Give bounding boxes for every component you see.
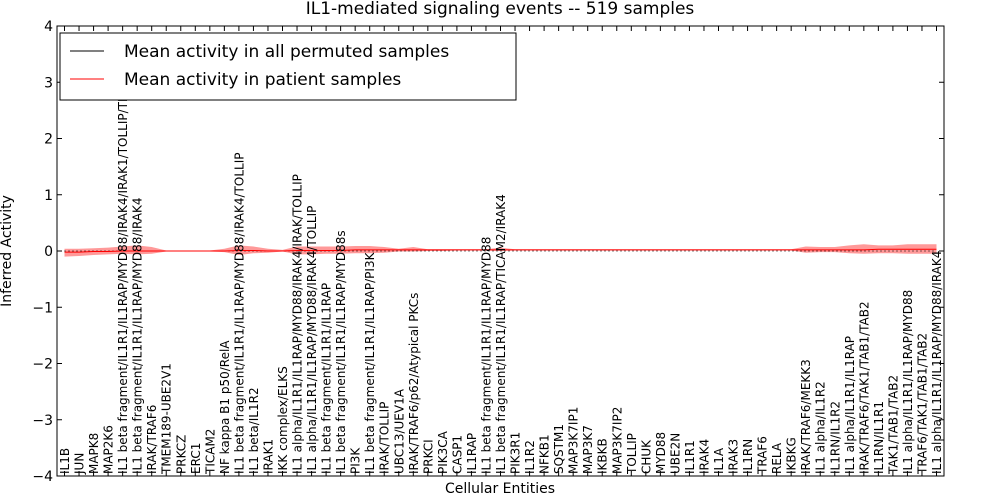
x-axis-label: Cellular Entities	[445, 481, 555, 497]
x-tick-label: CHUK	[639, 439, 653, 474]
x-tick-label: IL1 beta fragment/IL1R1/IL1RAP/TICAM2/IR…	[494, 194, 508, 474]
y-tick-label: 3	[44, 75, 53, 91]
confidence-band-patient	[64, 244, 937, 257]
x-tick-label: NF kappa B1 p50/RelA	[218, 340, 232, 474]
x-tick-label: IKK complex/ELKS	[276, 366, 290, 474]
x-tick-label: IRAK/TRAF6/p62/Atypical PKCs	[407, 293, 421, 474]
x-tick-label: PRKCZ	[174, 435, 188, 474]
x-tick-label: IL1 beta fragment/IL1R1/IL1RAP/MYD88/IRA…	[232, 153, 246, 474]
x-tick-label: IRAK4	[697, 439, 711, 474]
x-tick-label: IRAK/TOLLIP	[378, 402, 392, 474]
x-tick-label: PI3K	[349, 447, 363, 474]
x-tick-label: TICAM2	[203, 429, 217, 475]
x-tick-label: IL1RN	[741, 439, 755, 474]
x-tick-label: MYD88	[654, 432, 668, 474]
x-tick-label: MAPK8	[87, 433, 101, 474]
x-tick-label: UBE2N	[668, 433, 682, 474]
x-tick-label: IL1R2	[523, 440, 537, 474]
x-tick-label: IL1RN/IL1R1	[872, 401, 886, 474]
x-tick-label: PRKCI	[421, 439, 435, 474]
y-tick-label: 1	[44, 188, 53, 204]
x-tick-label: MAP3K7IP2	[610, 407, 624, 474]
x-tick-label: IRAK/TRAF6	[145, 405, 159, 474]
y-axis-label: Inferred Activity	[0, 195, 15, 307]
x-tick-label: MAP3K7IP1	[567, 407, 581, 474]
y-tick-label: −1	[32, 300, 53, 316]
x-tick-label: IL1 beta fragment/IL1R1/IL1RAP/MYD88	[479, 237, 493, 474]
x-tick-label: IL1B	[58, 448, 72, 474]
x-tick-label: IRAK1	[261, 439, 275, 474]
series-line-patient	[64, 248, 937, 253]
x-tick-label: RELA	[770, 442, 784, 474]
confidence-band-layer	[64, 244, 937, 257]
y-tick-label: 4	[44, 19, 53, 35]
x-tick-label: PIK3R1	[509, 432, 523, 474]
x-tick-label: TOLLIP	[625, 433, 639, 475]
x-tick-label: CASP1	[450, 435, 464, 474]
legend-label-permuted: Mean activity in all permuted samples	[124, 42, 449, 62]
x-tick-label: IL1 beta fragment/IL1R1/IL1RAP	[320, 283, 334, 474]
x-tick-label: IL1 alpha/IL1R1/IL1RAP/MYD88/IRAK4/TOLLI…	[305, 206, 319, 474]
x-tick-label: MAP3K7	[581, 425, 595, 474]
x-tick-label: MAP2K6	[102, 425, 116, 474]
x-tick-label: IL1 beta fragment/IL1R1/IL1RAP/MYD88/IRA…	[116, 71, 130, 474]
x-tick-label: UBC13/UEV1A	[392, 388, 406, 474]
x-tick-label: IL1A	[712, 447, 726, 474]
x-tick-label: IL1 beta fragment/IL1R1/IL1RAP/MYD88s	[334, 230, 348, 474]
x-tick-label: IL1RAP	[465, 433, 479, 474]
y-tick-label: −3	[32, 413, 53, 429]
x-tick-label: PIK3CA	[436, 430, 450, 474]
x-tick-label: IRAK/TRAF6/MEKK3	[799, 359, 813, 474]
y-axis-ticks: −4 −3 −2 −1 0 1 2 3 4	[32, 19, 944, 485]
x-tick-label: IL1 beta fragment/IL1R1/IL1RAP/MYD88/IRA…	[131, 197, 145, 474]
x-tick-label: JUN	[73, 453, 87, 475]
legend-box	[59, 32, 517, 101]
x-tick-label: NFKB1	[538, 434, 552, 474]
x-tick-label: IL1 alpha/IL1R1/IL1RAP/MYD88	[901, 290, 915, 474]
legend-label-patient: Mean activity in patient samples	[124, 70, 401, 90]
x-axis-ticks: IL1B JUN MAPK8 MAP2K6 IL1 beta fragment/IL1R…	[58, 26, 944, 476]
x-tick-label: TRAF6	[756, 436, 770, 475]
x-tick-label: IL1RN/IL1R2	[828, 401, 842, 474]
chart-title: IL1-mediated signaling events -- 519 sam…	[306, 0, 695, 19]
x-tick-label: IL1 alpha/IL1R2	[814, 381, 828, 474]
y-tick-label: −2	[32, 357, 53, 373]
x-tick-label: TRAF6/TAK1/TAB1/TAB2	[915, 333, 929, 475]
x-tick-label: IL1 alpha/IL1R1/IL1RAP/MYD88/IRAK4/IRAK/…	[291, 174, 305, 474]
x-tick-label: IL1 beta/IL1R2	[247, 387, 261, 474]
x-tick-label: IL1 alpha/IL1R1/IL1RAP	[843, 336, 857, 474]
x-tick-label: IRAK3	[727, 439, 741, 474]
x-tick-label: IL1 beta fragment/IL1R1/IL1RAP/PI3K	[363, 251, 377, 474]
legend: Mean activity in all permuted samples Me…	[59, 32, 517, 101]
y-tick-label: 2	[44, 132, 53, 148]
x-tick-label: TAK1/TAB1/TAB2	[886, 375, 900, 475]
x-tick-label: IRAK/TRAF6/TAK1/TAB1/TAB2	[857, 301, 871, 474]
x-tick-label: IKBKG	[785, 437, 799, 474]
x-tick-label: IL1 alpha/IL1R1/IL1RAP/MYD88/IRAK4	[930, 251, 944, 474]
series-lines-layer	[64, 248, 937, 253]
x-tick-label: IL1R1	[683, 440, 697, 474]
y-tick-label: 0	[44, 244, 53, 260]
x-tick-label: ERC1	[189, 443, 203, 474]
x-tick-label: SQSTM1	[552, 424, 566, 474]
x-tick-label: TMEM189-UBE2V1	[160, 363, 174, 475]
x-tick-label: IKBKB	[596, 438, 610, 474]
y-tick-label: −4	[32, 469, 53, 485]
